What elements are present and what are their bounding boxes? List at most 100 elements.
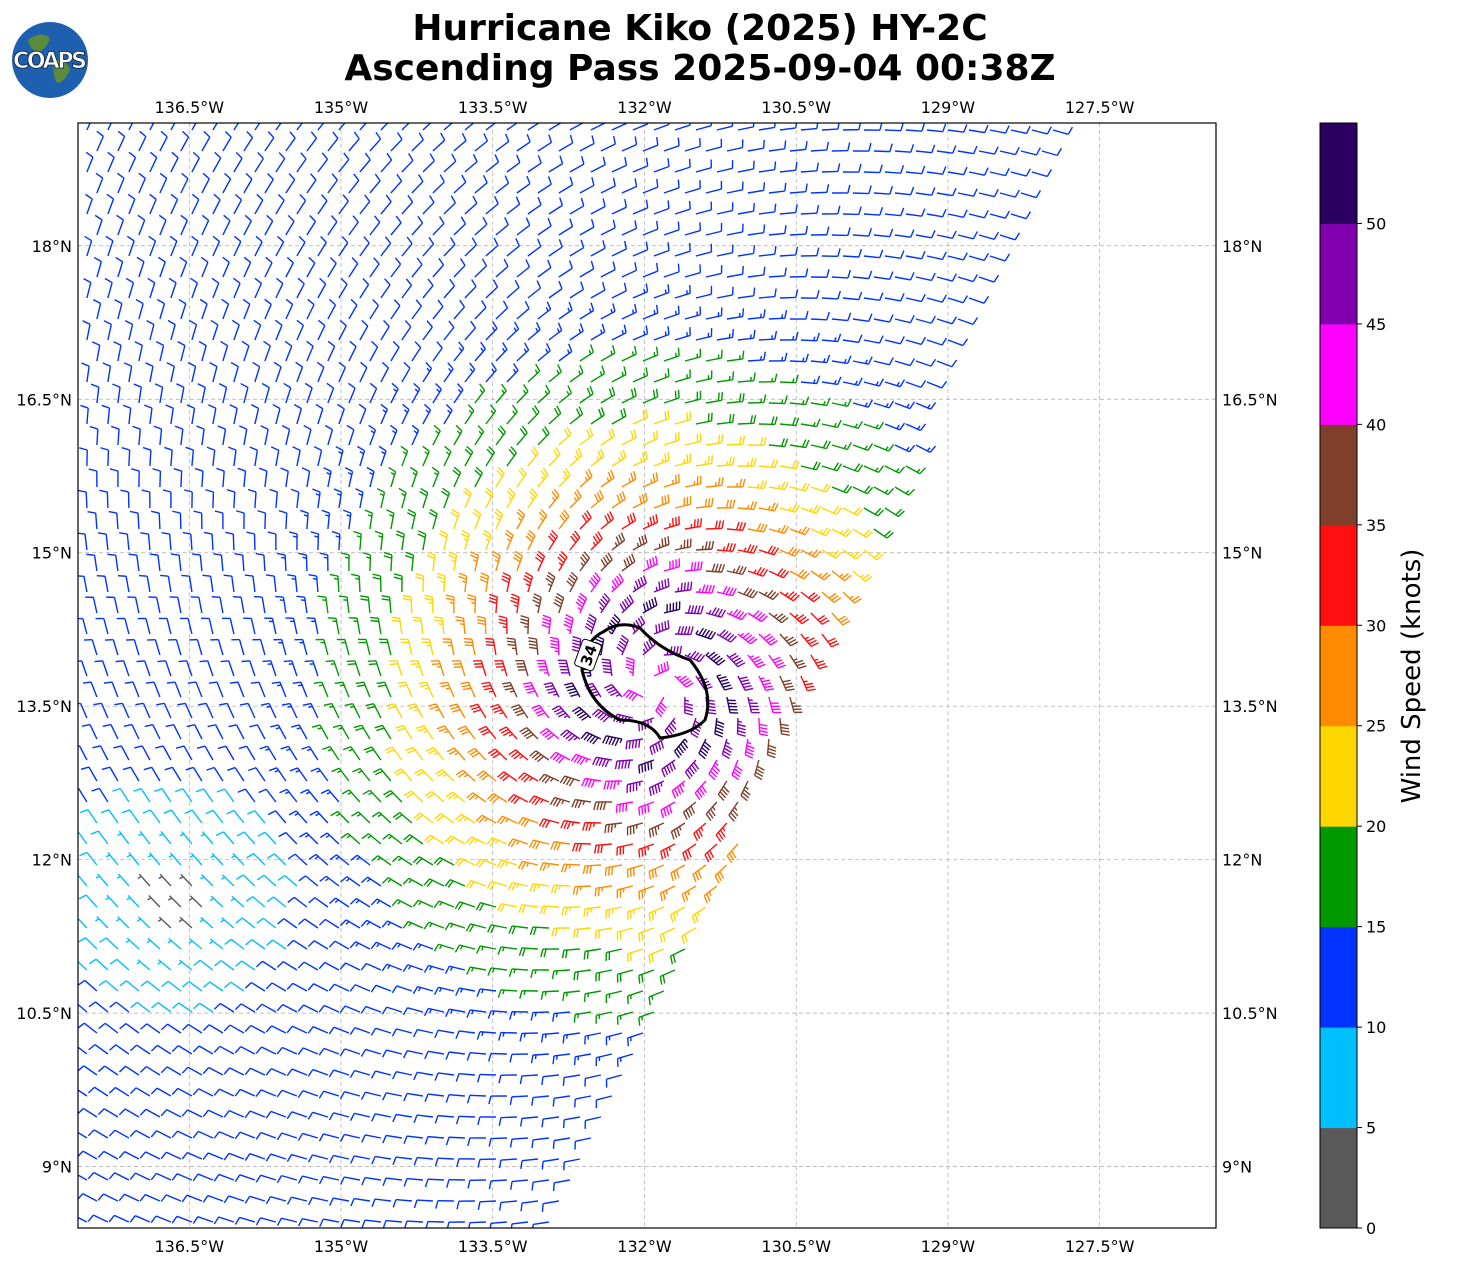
- wind-barb: [436, 725, 455, 740]
- wind-barb: [590, 448, 605, 467]
- wind-barb: [180, 172, 189, 194]
- wind-barb: [223, 1067, 245, 1076]
- wind-barb: [573, 1011, 592, 1023]
- wind-barb: [209, 361, 218, 383]
- wind-barb: [626, 906, 644, 920]
- wind-barb: [283, 382, 292, 404]
- lat-tick-label-right: 9°N: [1222, 1158, 1252, 1177]
- wind-barb: [562, 1074, 581, 1086]
- wind-barb: [873, 444, 895, 452]
- wind-barb: [821, 248, 841, 258]
- wind-barb: [737, 632, 758, 645]
- wind-barb: [296, 595, 308, 614]
- wind-barb: [737, 587, 759, 599]
- wind-barb: [254, 193, 264, 215]
- wind-barb: [231, 319, 240, 341]
- wind-barb: [327, 340, 336, 362]
- wind-barb: [497, 946, 517, 955]
- wind-barb: [726, 265, 744, 278]
- wind-barb: [621, 429, 637, 446]
- wind-barb: [79, 447, 88, 467]
- wind-barb: [339, 962, 361, 971]
- wind-barb: [642, 346, 659, 362]
- wind-barb: [947, 252, 968, 261]
- wind-barb: [789, 268, 809, 278]
- wind-barb: [563, 1158, 581, 1171]
- wind-barb: [737, 287, 756, 299]
- wind-barb: [306, 256, 316, 278]
- wind-barb: [220, 874, 235, 887]
- wind-barb: [454, 813, 476, 824]
- wind-barb: [393, 768, 413, 782]
- wind-barb: [380, 123, 389, 131]
- wind-barb: [154, 788, 172, 803]
- wind-barb: [569, 123, 585, 131]
- wind-barb: [306, 340, 314, 362]
- wind-barb: [264, 617, 277, 635]
- wind-barb: [632, 492, 648, 509]
- wind-barb: [852, 443, 874, 451]
- wind-barb: [705, 307, 723, 320]
- wind-barb: [566, 571, 578, 593]
- wind-barb: [435, 769, 455, 782]
- wind-barb: [800, 162, 819, 173]
- wind-barb: [744, 738, 755, 759]
- wind-barb: [298, 1217, 319, 1227]
- wind-barb: [105, 894, 119, 908]
- wind-barb: [212, 151, 222, 173]
- wind-barb: [369, 299, 380, 320]
- wind-barb: [311, 724, 329, 740]
- wind-barb: [264, 172, 274, 194]
- wind-barb: [378, 638, 392, 656]
- wind-barb: [246, 810, 266, 824]
- wind-barb: [412, 616, 424, 635]
- wind-barb: [873, 528, 894, 539]
- wind-barb: [674, 242, 691, 257]
- wind-barb: [726, 435, 746, 446]
- wind-barb: [138, 830, 151, 845]
- wind-barb: [92, 745, 109, 761]
- wind-barb: [529, 883, 549, 893]
- wind-barb: [108, 1214, 130, 1223]
- wind-barb: [842, 291, 863, 301]
- wind-barb: [632, 325, 649, 341]
- wind-barb: [485, 279, 499, 299]
- wind-barb: [423, 921, 445, 930]
- wind-barb: [319, 1218, 340, 1227]
- wind-barb: [579, 302, 595, 320]
- wind-barb: [497, 903, 518, 913]
- wind-barb: [595, 1053, 613, 1066]
- wind-barb: [560, 819, 581, 830]
- wind-barb: [112, 787, 130, 803]
- wind-barb: [684, 264, 701, 278]
- wind-barb: [234, 1088, 256, 1097]
- wind-barb: [344, 467, 354, 488]
- wind-barb: [338, 595, 350, 614]
- lat-tick-label-right: 13.5°N: [1222, 697, 1278, 716]
- wind-barb: [726, 565, 747, 576]
- wind-barb: [915, 272, 936, 282]
- colorbar-segment: [1320, 1127, 1357, 1229]
- wind-barb: [235, 960, 256, 971]
- wind-barb: [509, 1053, 528, 1063]
- wind-barb: [128, 553, 140, 572]
- wind-barb: [528, 795, 550, 806]
- wind-barb: [498, 615, 508, 635]
- wind-barb: [417, 530, 427, 551]
- wind-barb: [579, 177, 595, 194]
- wind-barb: [528, 637, 539, 656]
- wind-barb: [873, 400, 895, 409]
- wind-barb: [779, 123, 798, 131]
- wind-barb: [466, 1052, 486, 1061]
- wind-barb: [307, 1026, 329, 1034]
- wind-barb: [590, 490, 604, 509]
- wind-barb: [506, 123, 519, 131]
- wind-barb: [296, 152, 307, 173]
- wind-barb: [852, 485, 874, 495]
- wind-barb: [144, 404, 153, 425]
- wind-barb: [287, 853, 308, 866]
- wind-barb: [590, 198, 606, 215]
- lon-tick-label-top: 136.5°W: [154, 98, 224, 117]
- wind-barb: [286, 1025, 308, 1034]
- wind-barb: [78, 894, 98, 908]
